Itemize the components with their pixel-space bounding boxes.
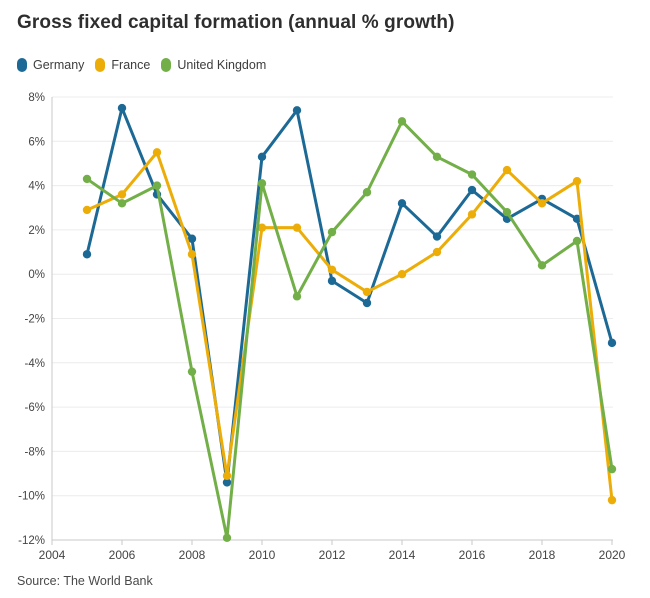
data-point-france-2012 <box>327 265 337 274</box>
data-point-france-2007 <box>152 148 162 157</box>
data-point-france-2005 <box>82 205 92 215</box>
x-axis-label: 2010 <box>249 548 276 562</box>
data-point-united-kingdom-2017 <box>502 207 512 217</box>
data-point-germany-2014 <box>397 199 407 208</box>
legend-swatch-france-icon <box>95 58 106 72</box>
x-axis-label: 2008 <box>179 548 206 562</box>
data-point-germany-2020 <box>607 338 617 348</box>
legend-swatch-germany-icon <box>17 58 27 72</box>
data-point-france-2017 <box>502 165 512 175</box>
y-axis-label: -6% <box>25 402 45 414</box>
x-axis-label: 2004 <box>39 548 66 562</box>
data-point-france-2010 <box>257 223 267 232</box>
data-point-france-2014 <box>397 270 407 279</box>
data-point-united-kingdom-2008 <box>187 367 197 376</box>
y-axis-label: -8% <box>25 446 45 458</box>
y-axis-label: -2% <box>25 314 45 326</box>
data-point-united-kingdom-2019 <box>572 236 582 246</box>
line-chart-plot-area: 8% 6% 4% 2% 0% -2% -4% -6% -8% -10% -12%2004 2006 20… <box>18 92 626 562</box>
data-point-germany-2013 <box>362 298 372 308</box>
data-point-united-kingdom-2020 <box>607 464 617 474</box>
data-point-united-kingdom-2013 <box>362 188 372 197</box>
data-point-france-2011 <box>292 223 302 232</box>
x-axis-label: 2020 <box>599 548 626 562</box>
data-point-united-kingdom-2005 <box>82 174 92 184</box>
y-axis-label: -12% <box>18 535 45 547</box>
legend-label-germany: Germany <box>33 58 85 72</box>
y-axis-label: 6% <box>28 136 45 148</box>
data-point-france-2008 <box>187 250 197 259</box>
data-point-france-2020 <box>607 495 617 505</box>
data-point-united-kingdom-2011 <box>292 292 302 301</box>
data-point-united-kingdom-2010 <box>257 179 267 188</box>
data-point-united-kingdom-2006 <box>117 199 127 208</box>
x-axis-label: 2012 <box>319 548 346 562</box>
y-axis-label: 0% <box>28 269 45 281</box>
data-point-united-kingdom-2012 <box>327 227 337 237</box>
series-line-united-kingdom <box>85 119 614 540</box>
data-point-germany-2015 <box>432 232 442 241</box>
data-point-germany-2006 <box>117 103 127 113</box>
data-point-germany-2019 <box>572 214 582 224</box>
data-point-united-kingdom-2009 <box>222 533 232 542</box>
data-point-germany-2012 <box>327 276 337 286</box>
y-axis-label: 2% <box>28 225 45 237</box>
legend-swatch-united-kingdom-icon <box>161 58 172 72</box>
legend-item-united-kingdom[interactable]: United Kingdom <box>161 58 266 72</box>
data-point-germany-2009 <box>222 478 232 487</box>
y-axis-label: -10% <box>18 491 45 503</box>
source-attribution: Source: The World Bank <box>17 574 153 588</box>
data-point-united-kingdom-2007 <box>152 181 162 190</box>
data-point-france-2016 <box>467 210 477 219</box>
x-axis-label: 2018 <box>529 548 556 562</box>
data-point-france-2019 <box>572 176 582 186</box>
x-axis-label: 2014 <box>389 548 416 562</box>
legend: Germany France United Kingdom <box>17 58 266 72</box>
data-point-france-2013 <box>362 287 372 297</box>
legend-item-germany[interactable]: Germany <box>17 58 84 72</box>
y-axis-label: -4% <box>25 358 45 370</box>
legend-label-united-kingdom: United Kingdom <box>177 58 267 72</box>
data-point-france-2015 <box>432 247 442 257</box>
y-axis-label: 4% <box>28 181 45 193</box>
x-axis-label: 2006 <box>109 548 136 562</box>
data-point-united-kingdom-2018 <box>537 261 547 270</box>
x-axis-label: 2016 <box>459 548 486 562</box>
legend-label-france: France <box>111 58 151 72</box>
data-point-germany-2011 <box>292 106 302 115</box>
data-point-france-2018 <box>537 199 547 208</box>
series-line-france <box>85 150 614 502</box>
data-point-germany-2016 <box>467 185 477 195</box>
data-point-germany-2010 <box>257 152 267 162</box>
data-point-germany-2005 <box>82 250 92 259</box>
data-point-united-kingdom-2015 <box>432 152 442 162</box>
data-point-france-2006 <box>117 190 127 199</box>
data-point-united-kingdom-2014 <box>397 117 407 126</box>
series-line-germany <box>85 106 614 484</box>
data-point-france-2009 <box>222 471 232 480</box>
data-point-germany-2008 <box>187 234 197 243</box>
legend-item-france[interactable]: France <box>95 58 150 72</box>
page-title: Gross fixed capital formation (annual % … <box>17 12 455 33</box>
y-axis-label: 8% <box>28 92 45 104</box>
data-point-united-kingdom-2016 <box>467 170 477 179</box>
